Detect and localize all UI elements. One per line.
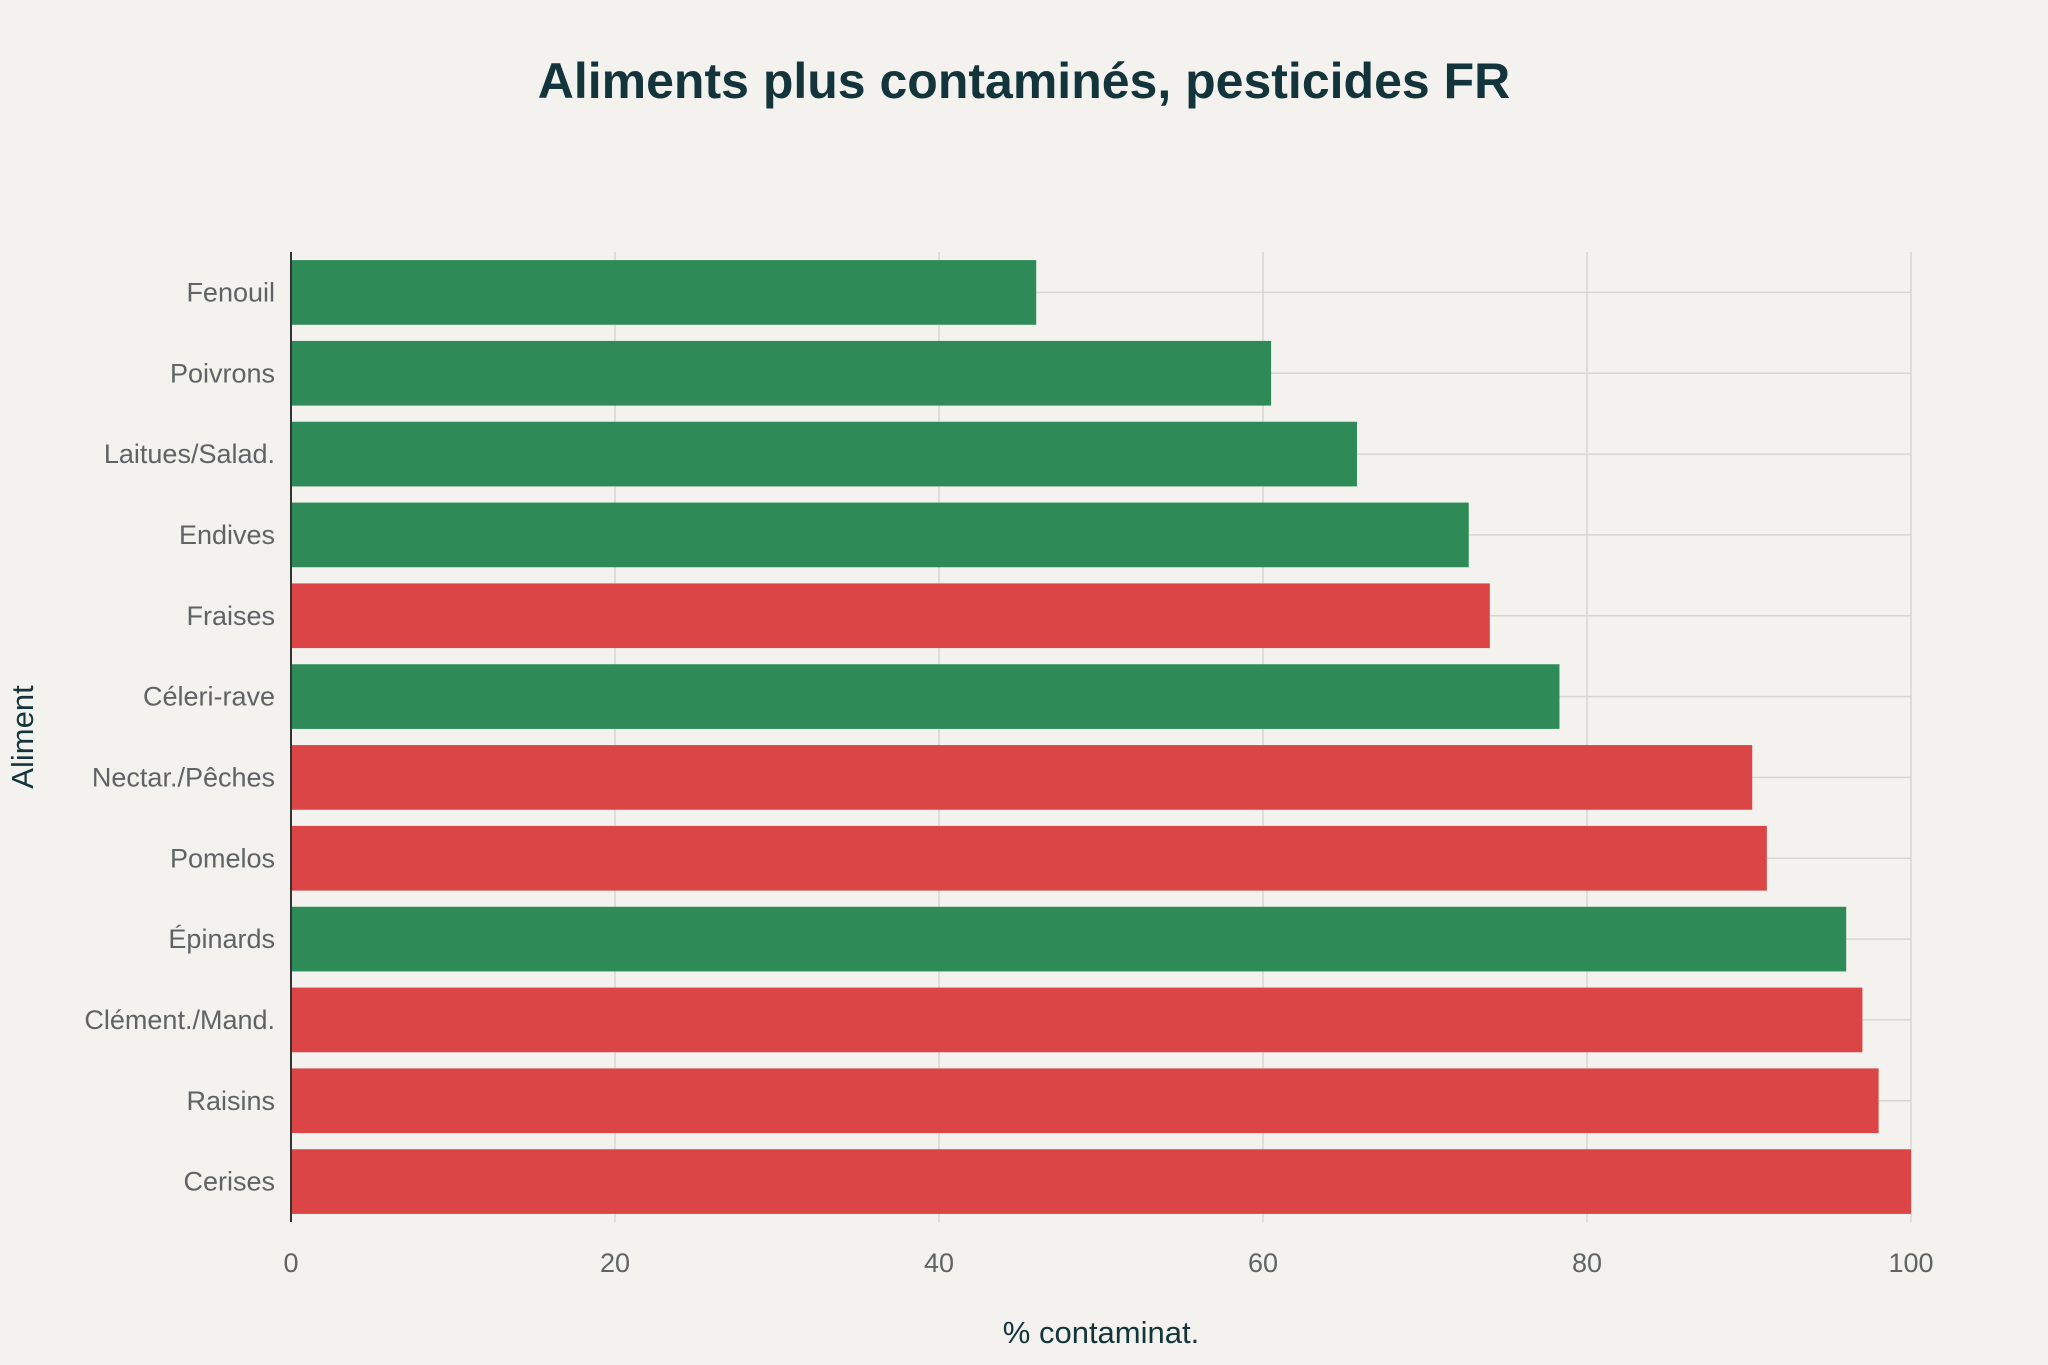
- y-tick-label: Céleri-rave: [143, 682, 275, 712]
- bar: [291, 825, 1767, 891]
- y-tick-label: Clément./Mand.: [84, 1005, 275, 1035]
- bar: [291, 340, 1272, 406]
- x-tick-label: 100: [1888, 1248, 1933, 1278]
- x-tick-label: 0: [283, 1248, 298, 1278]
- x-tick-label: 60: [1248, 1248, 1278, 1278]
- x-tick-label: 20: [600, 1248, 630, 1278]
- x-axis-title: % contaminat.: [1003, 1315, 1199, 1350]
- bar: [291, 421, 1357, 487]
- x-tick-label: 80: [1572, 1248, 1602, 1278]
- bar: [291, 906, 1847, 972]
- bar: [291, 745, 1753, 810]
- bar: [291, 664, 1560, 729]
- y-axis-title: Aliment: [5, 685, 40, 789]
- y-tick-label: Fenouil: [186, 277, 275, 307]
- y-tick-label: Nectar./Pêches: [92, 762, 275, 792]
- chart-title: Aliments plus contaminés, pesticides FR: [537, 53, 1511, 109]
- bar: [291, 1068, 1879, 1134]
- bar: [291, 260, 1037, 325]
- y-tick-label: Raisins: [186, 1086, 275, 1116]
- y-tick-label: Laitues/Salad.: [104, 439, 275, 469]
- bar: [291, 583, 1490, 649]
- bar: [291, 1149, 1911, 1214]
- y-tick-label: Épinards: [168, 924, 275, 954]
- y-tick-label: Pomelos: [170, 843, 275, 873]
- x-tick-label: 40: [924, 1248, 954, 1278]
- y-tick-label: Fraises: [186, 601, 275, 631]
- y-tick-label: Poivrons: [170, 358, 275, 388]
- bar: [291, 987, 1863, 1053]
- y-tick-label: Endives: [179, 520, 275, 550]
- y-tick-label: Cerises: [183, 1167, 275, 1197]
- bar: [291, 502, 1469, 568]
